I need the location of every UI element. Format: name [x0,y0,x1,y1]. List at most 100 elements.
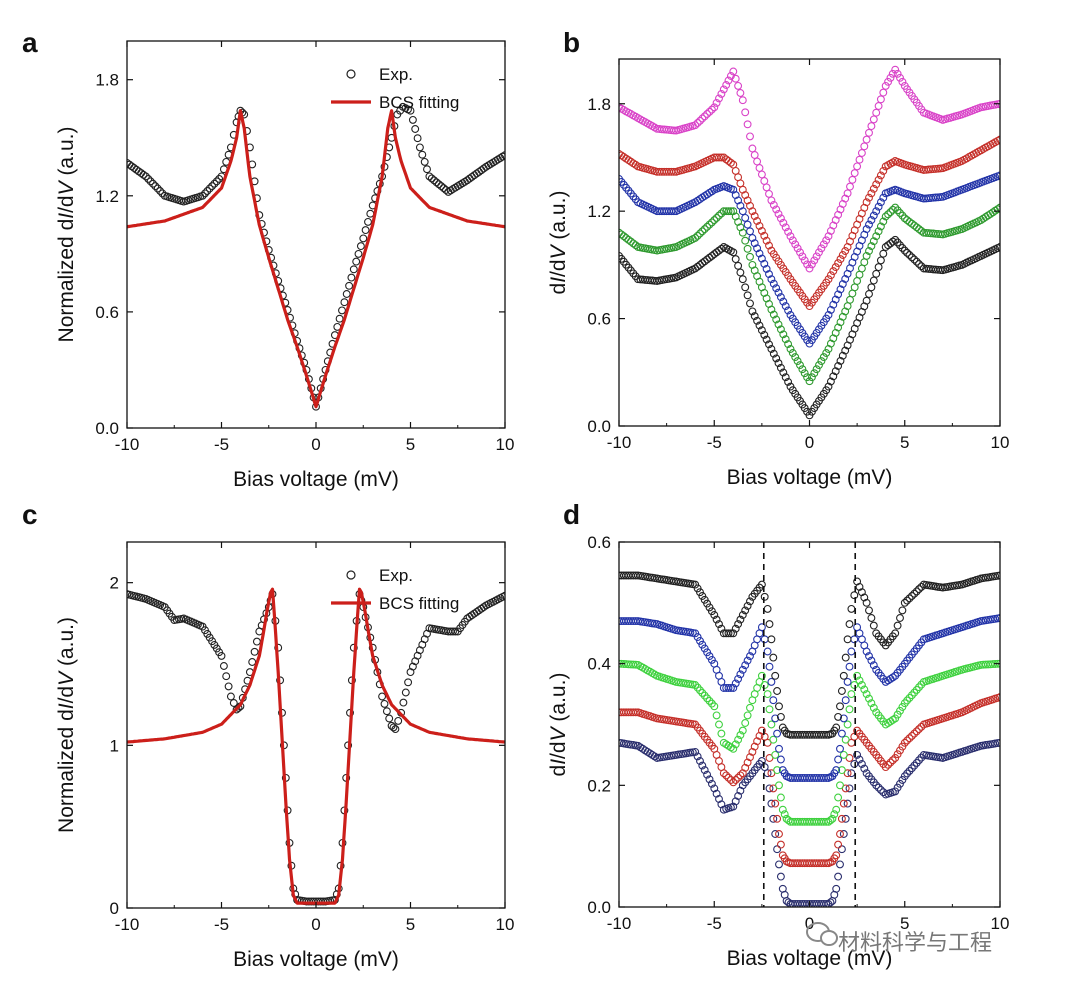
data-point [738,228,747,237]
data-point [832,723,841,732]
x-tick-label: 10 [496,435,515,454]
data-point [361,226,370,235]
data-point [879,166,888,175]
data-point [815,248,823,257]
data-point [385,714,394,723]
data-point [715,720,723,729]
data-point [726,207,735,216]
data-point [757,623,766,632]
x-tick-label: 10 [496,915,515,934]
data-point [769,653,778,662]
y-tick-label: 2 [110,574,119,593]
data-point [696,116,704,125]
axes-frame [618,58,1001,427]
data-point [769,200,778,209]
y-axis-label-part: I [55,213,78,219]
x-tick-label: -5 [707,433,722,452]
data-point [712,615,721,624]
series-exp [127,590,505,906]
data-point [912,758,921,767]
x-tick-label: -10 [115,915,140,934]
data-point [710,784,719,793]
data-point [765,340,773,349]
data-point [741,213,750,222]
data-point [141,172,150,181]
data-point [907,253,916,262]
data-point [793,357,802,366]
data-point [850,681,859,689]
data-point [707,105,716,114]
data-point [705,107,714,116]
data-point [430,176,439,185]
data-point [884,210,893,219]
data-point [829,267,838,276]
data-point [807,260,816,269]
data-point [773,845,782,854]
data-point [838,251,847,259]
data-point [917,262,926,271]
data-point [822,817,831,826]
data-point [843,635,852,644]
data-point [769,279,778,288]
data-point [771,714,780,723]
data-point [855,676,864,685]
data-point [786,232,795,241]
data-point [829,372,838,381]
data-point [915,683,923,692]
data-point [853,162,862,171]
data-point [698,227,707,236]
data-point [819,240,828,249]
data-point [352,257,361,266]
data-point [700,225,709,234]
data-point [772,284,781,293]
panel-label-b: b [563,27,580,58]
x-tick-label: -5 [707,914,722,933]
y-tick-label: 0.2 [587,776,611,795]
data-point [841,696,850,705]
data-point [724,629,733,638]
data-point [867,656,876,665]
data-point [900,738,909,747]
data-point [862,251,871,260]
data-point [848,175,857,184]
data-point [757,671,766,680]
data-point [696,588,704,597]
plot-area [127,102,505,411]
data-point [736,268,745,277]
y-axis-label-part: Normalized d [55,709,78,833]
data-point [810,256,819,265]
y-axis-label-part: I [547,277,570,283]
data-point [696,757,704,765]
legend: Exp. BCS fitting [331,566,459,613]
y-axis-label-part: (a.u.) [547,191,570,246]
data-point [843,720,852,729]
data-point [865,220,873,229]
y-axis-label-part: I [547,759,570,765]
data-point [793,244,802,253]
data-point [876,222,885,231]
data-point [879,193,888,202]
data-point [910,255,919,264]
data-point [741,606,750,615]
data-point [773,814,782,823]
data-point [734,773,743,782]
data-point [753,217,762,225]
data-point [893,621,902,630]
data-point [837,814,846,823]
data-point [876,785,885,794]
data-point [869,211,878,220]
data-point [760,763,769,772]
data-point [338,306,346,315]
data-point [774,359,783,368]
y-axis-label-part: /d [55,195,78,213]
data-point [712,213,721,222]
data-point [836,860,844,869]
data-point [917,582,926,591]
data-point [731,74,740,83]
data-point [691,234,700,242]
data-point [743,220,752,229]
data-point [669,167,678,176]
data-point [905,251,914,259]
data-point [993,205,1000,214]
